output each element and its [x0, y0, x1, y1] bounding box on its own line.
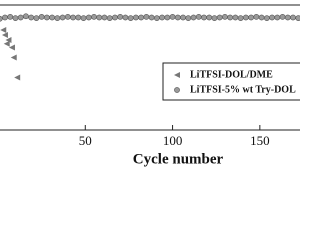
data-point: [33, 15, 40, 22]
data-point: [8, 44, 15, 51]
data-point: [101, 14, 108, 21]
data-point: [174, 14, 181, 21]
data-point: [279, 13, 286, 20]
data-point: [222, 13, 228, 20]
data-point: [216, 14, 223, 21]
legend-label: LiTFSI-5% wt Try-DOL: [190, 84, 296, 95]
data-point: [201, 14, 207, 21]
x-tick-label: 150: [250, 133, 270, 148]
data-point: [164, 14, 171, 21]
data-point: [284, 14, 291, 21]
x-tick-label: 100: [163, 133, 183, 148]
data-point: [43, 14, 50, 21]
chart: Cycle number 50 100 150 LiTFSI-DOL/DME LiTFS…: [0, 4, 300, 167]
data-point: [0, 15, 3, 22]
data-point: [138, 14, 145, 21]
data-point: [12, 15, 19, 22]
data-point: [17, 14, 24, 21]
data-point: [96, 14, 103, 21]
data-point: [206, 14, 213, 21]
data-point: [133, 14, 139, 21]
legend-marker: [174, 72, 180, 78]
data-point: [10, 54, 17, 61]
data-point: [1, 32, 8, 38]
data-point: [106, 15, 113, 22]
data-point: [112, 14, 118, 21]
data-point: [242, 14, 249, 21]
data-point: [3, 40, 10, 47]
data-point: [28, 14, 35, 21]
data-point: [227, 14, 234, 21]
data-point: [38, 13, 45, 20]
data-point: [70, 14, 76, 21]
data-point: [274, 14, 281, 21]
data-point: [117, 13, 124, 20]
data-point: [80, 15, 87, 22]
data-point: [23, 13, 29, 20]
data-point: [295, 15, 300, 22]
data-point: [211, 15, 218, 22]
data-point: [127, 15, 134, 22]
data-point: [159, 14, 165, 21]
data-point: [185, 15, 192, 22]
data-point: [49, 14, 56, 21]
data-point: [248, 14, 255, 21]
data-point: [263, 15, 270, 22]
data-point: [237, 15, 244, 22]
data-point: [91, 13, 97, 20]
data-point: [232, 14, 239, 21]
data-point: [14, 74, 21, 81]
data-point: [0, 27, 7, 33]
data-point: [253, 13, 260, 20]
data-point: [75, 14, 82, 21]
data-point: [169, 13, 176, 20]
data-point: [7, 13, 14, 20]
data-point: [269, 14, 275, 21]
legend-label: LiTFSI-DOL/DME: [190, 69, 273, 80]
data-point: [190, 14, 197, 21]
data-point: [180, 14, 186, 21]
data-point: [5, 37, 12, 43]
data-point: [59, 14, 66, 21]
data-point: [122, 14, 129, 21]
data-point: [258, 14, 265, 21]
data-point: [64, 13, 71, 20]
legend-marker: [174, 87, 180, 93]
data-point: [54, 15, 61, 22]
legend-box: [162, 62, 300, 101]
x-axis-title: Cycle number: [133, 151, 224, 167]
data-point: [290, 14, 296, 21]
data-point: [148, 14, 155, 21]
x-tick-label: 50: [79, 133, 92, 148]
data-point: [153, 15, 160, 22]
data-point: [85, 14, 92, 21]
data-point: [143, 13, 150, 20]
data-point: [195, 13, 202, 20]
page: {"chart_data": {"type": "scatter", "x_la…: [0, 4, 300, 168]
data-point: [2, 14, 8, 21]
